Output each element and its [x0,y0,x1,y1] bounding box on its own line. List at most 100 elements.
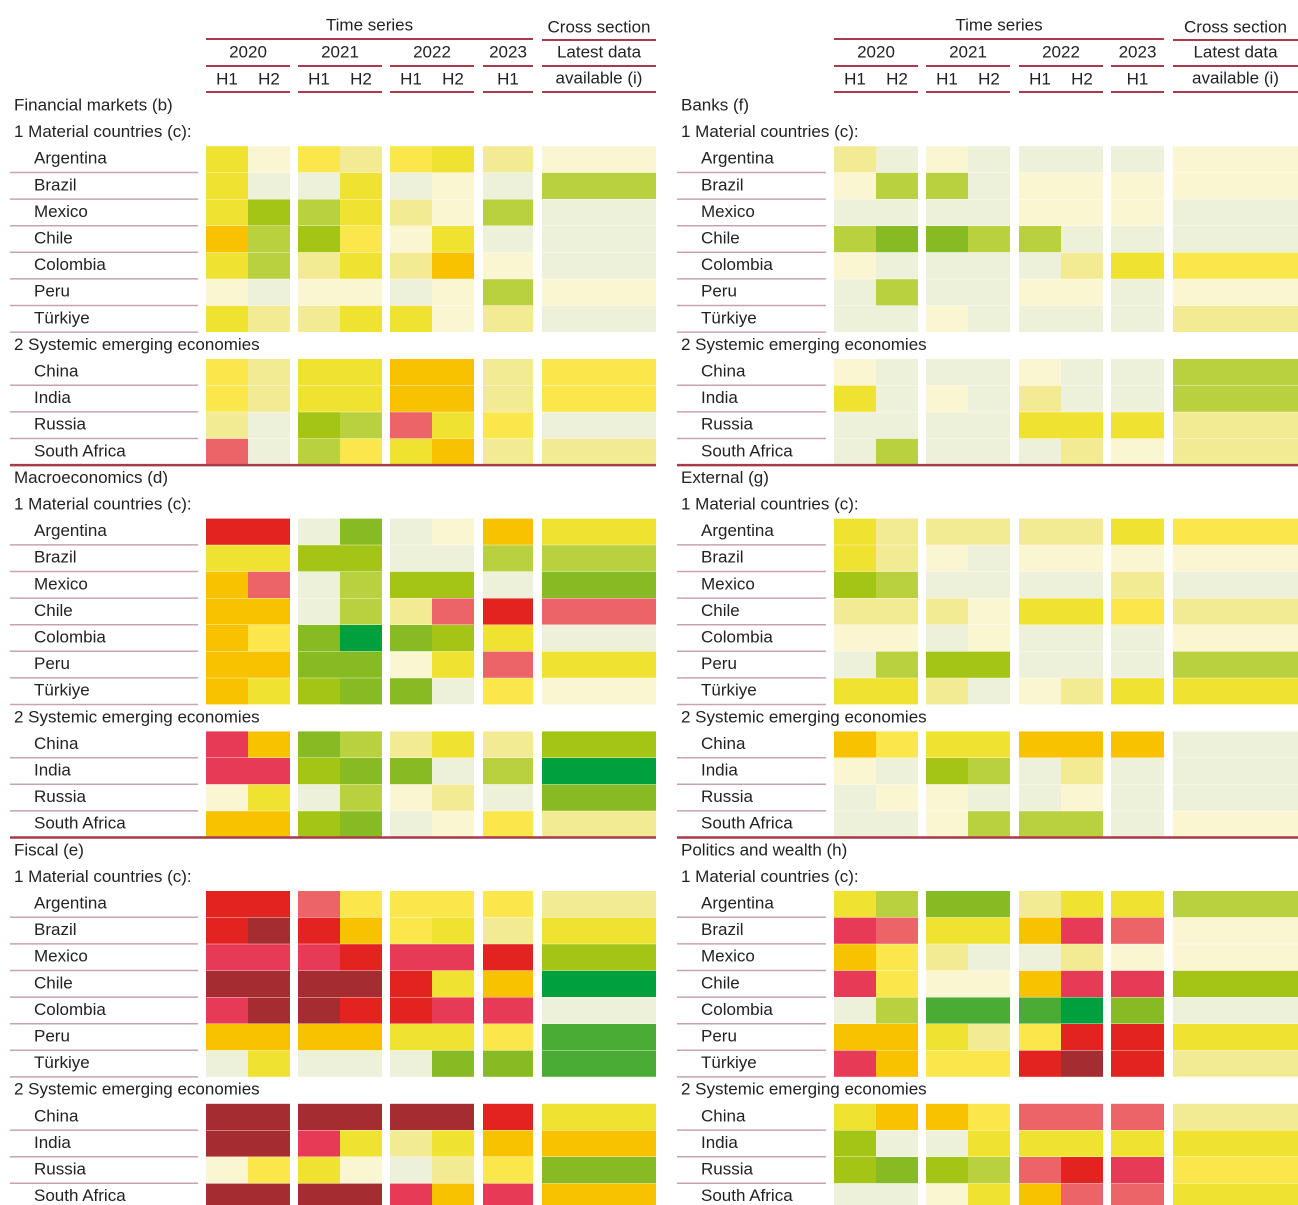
country-label: Peru [701,654,737,673]
heat-cell [1111,385,1164,412]
country-label: Brazil [34,548,77,567]
heat-cell [432,226,474,253]
heat-cell [1111,944,1164,971]
heat-cell [298,438,340,465]
heat-cell [340,1024,382,1051]
heat-cell [298,917,340,944]
heat-cell [390,784,432,811]
heat-cell [968,1050,1010,1077]
country-label: Mexico [701,574,755,593]
heat-cell [1061,997,1103,1024]
heat-cell [483,625,533,652]
country-label: Peru [34,282,70,301]
heat-cell [542,226,656,253]
heat-cell [876,731,918,758]
heat-cell [876,970,918,997]
heat-cell [876,784,918,811]
heat-cell [926,811,968,838]
heat-cell [432,731,474,758]
heat-cell [876,758,918,785]
heat-cell [1019,917,1061,944]
country-label: Argentina [701,149,774,168]
heat-cell [968,625,1010,652]
heat-cell [340,1103,382,1130]
heat-cell [248,678,290,705]
country-label: Colombia [701,1000,773,1019]
heat-cell [1111,917,1164,944]
heat-cell [1061,279,1103,306]
heat-cell [298,944,340,971]
heat-cell [542,1024,656,1051]
heat-cell [206,970,248,997]
heat-cell [298,731,340,758]
heat-cell [1019,784,1061,811]
heat-cell [926,1130,968,1157]
heat-cell [432,811,474,838]
heat-cell [206,625,248,652]
half-label: H1 [497,69,519,88]
heat-cell [298,1183,340,1205]
heat-cell [390,944,432,971]
heat-cell [432,970,474,997]
heat-cell [968,731,1010,758]
heat-cell [298,1130,340,1157]
heat-cell [206,279,248,306]
heat-cell [1173,412,1298,439]
heat-cell [390,279,432,306]
heat-cell [968,385,1010,412]
heat-cell [1111,199,1164,226]
heat-cell [926,784,968,811]
heat-cell [1061,172,1103,199]
half-label: H1 [1127,69,1149,88]
heat-cell [340,1130,382,1157]
heat-cell [876,598,918,625]
country-label: Chile [34,601,73,620]
heat-cell [834,678,876,705]
country-label: Colombia [701,627,773,646]
country-label: Peru [701,1026,737,1045]
heat-cell [968,891,1010,918]
heat-cell [926,1024,968,1051]
heat-cell [1019,226,1061,253]
heat-cell [834,1183,876,1205]
heat-cell [483,438,533,465]
heat-cell [542,385,656,412]
heat-cell [432,172,474,199]
country-label: Argentina [34,893,107,912]
heat-cell [248,811,290,838]
heat-cell [432,917,474,944]
heat-cell [432,1183,474,1205]
heat-cell [1111,784,1164,811]
heat-cell [206,917,248,944]
heat-cell [926,651,968,678]
heat-cell [1019,678,1061,705]
heat-cell [483,1130,533,1157]
heat-cell [248,545,290,572]
heat-cell [340,651,382,678]
heat-cell [298,997,340,1024]
heat-cell [1061,199,1103,226]
heat-cell [834,997,876,1024]
heat-cell [1111,305,1164,332]
heat-cell [968,279,1010,306]
heat-cell [1061,917,1103,944]
heat-cell [834,199,876,226]
panel-title: External (g) [681,468,769,487]
heat-cell [248,731,290,758]
heat-cell [1111,518,1164,545]
country-label: Mexico [701,947,755,966]
heat-cell [1173,678,1298,705]
heat-cell [834,917,876,944]
heat-cell [340,891,382,918]
heat-cell [298,226,340,253]
group-title: 1 Material countries (c): [681,494,859,513]
heat-cell [1061,412,1103,439]
heat-cell [1019,651,1061,678]
country-label: India [701,1133,738,1152]
heat-cell [298,651,340,678]
heat-cell [340,758,382,785]
heat-cell [298,385,340,412]
heat-cell [206,758,248,785]
heat-cell [248,518,290,545]
heat-cell [1061,1103,1103,1130]
